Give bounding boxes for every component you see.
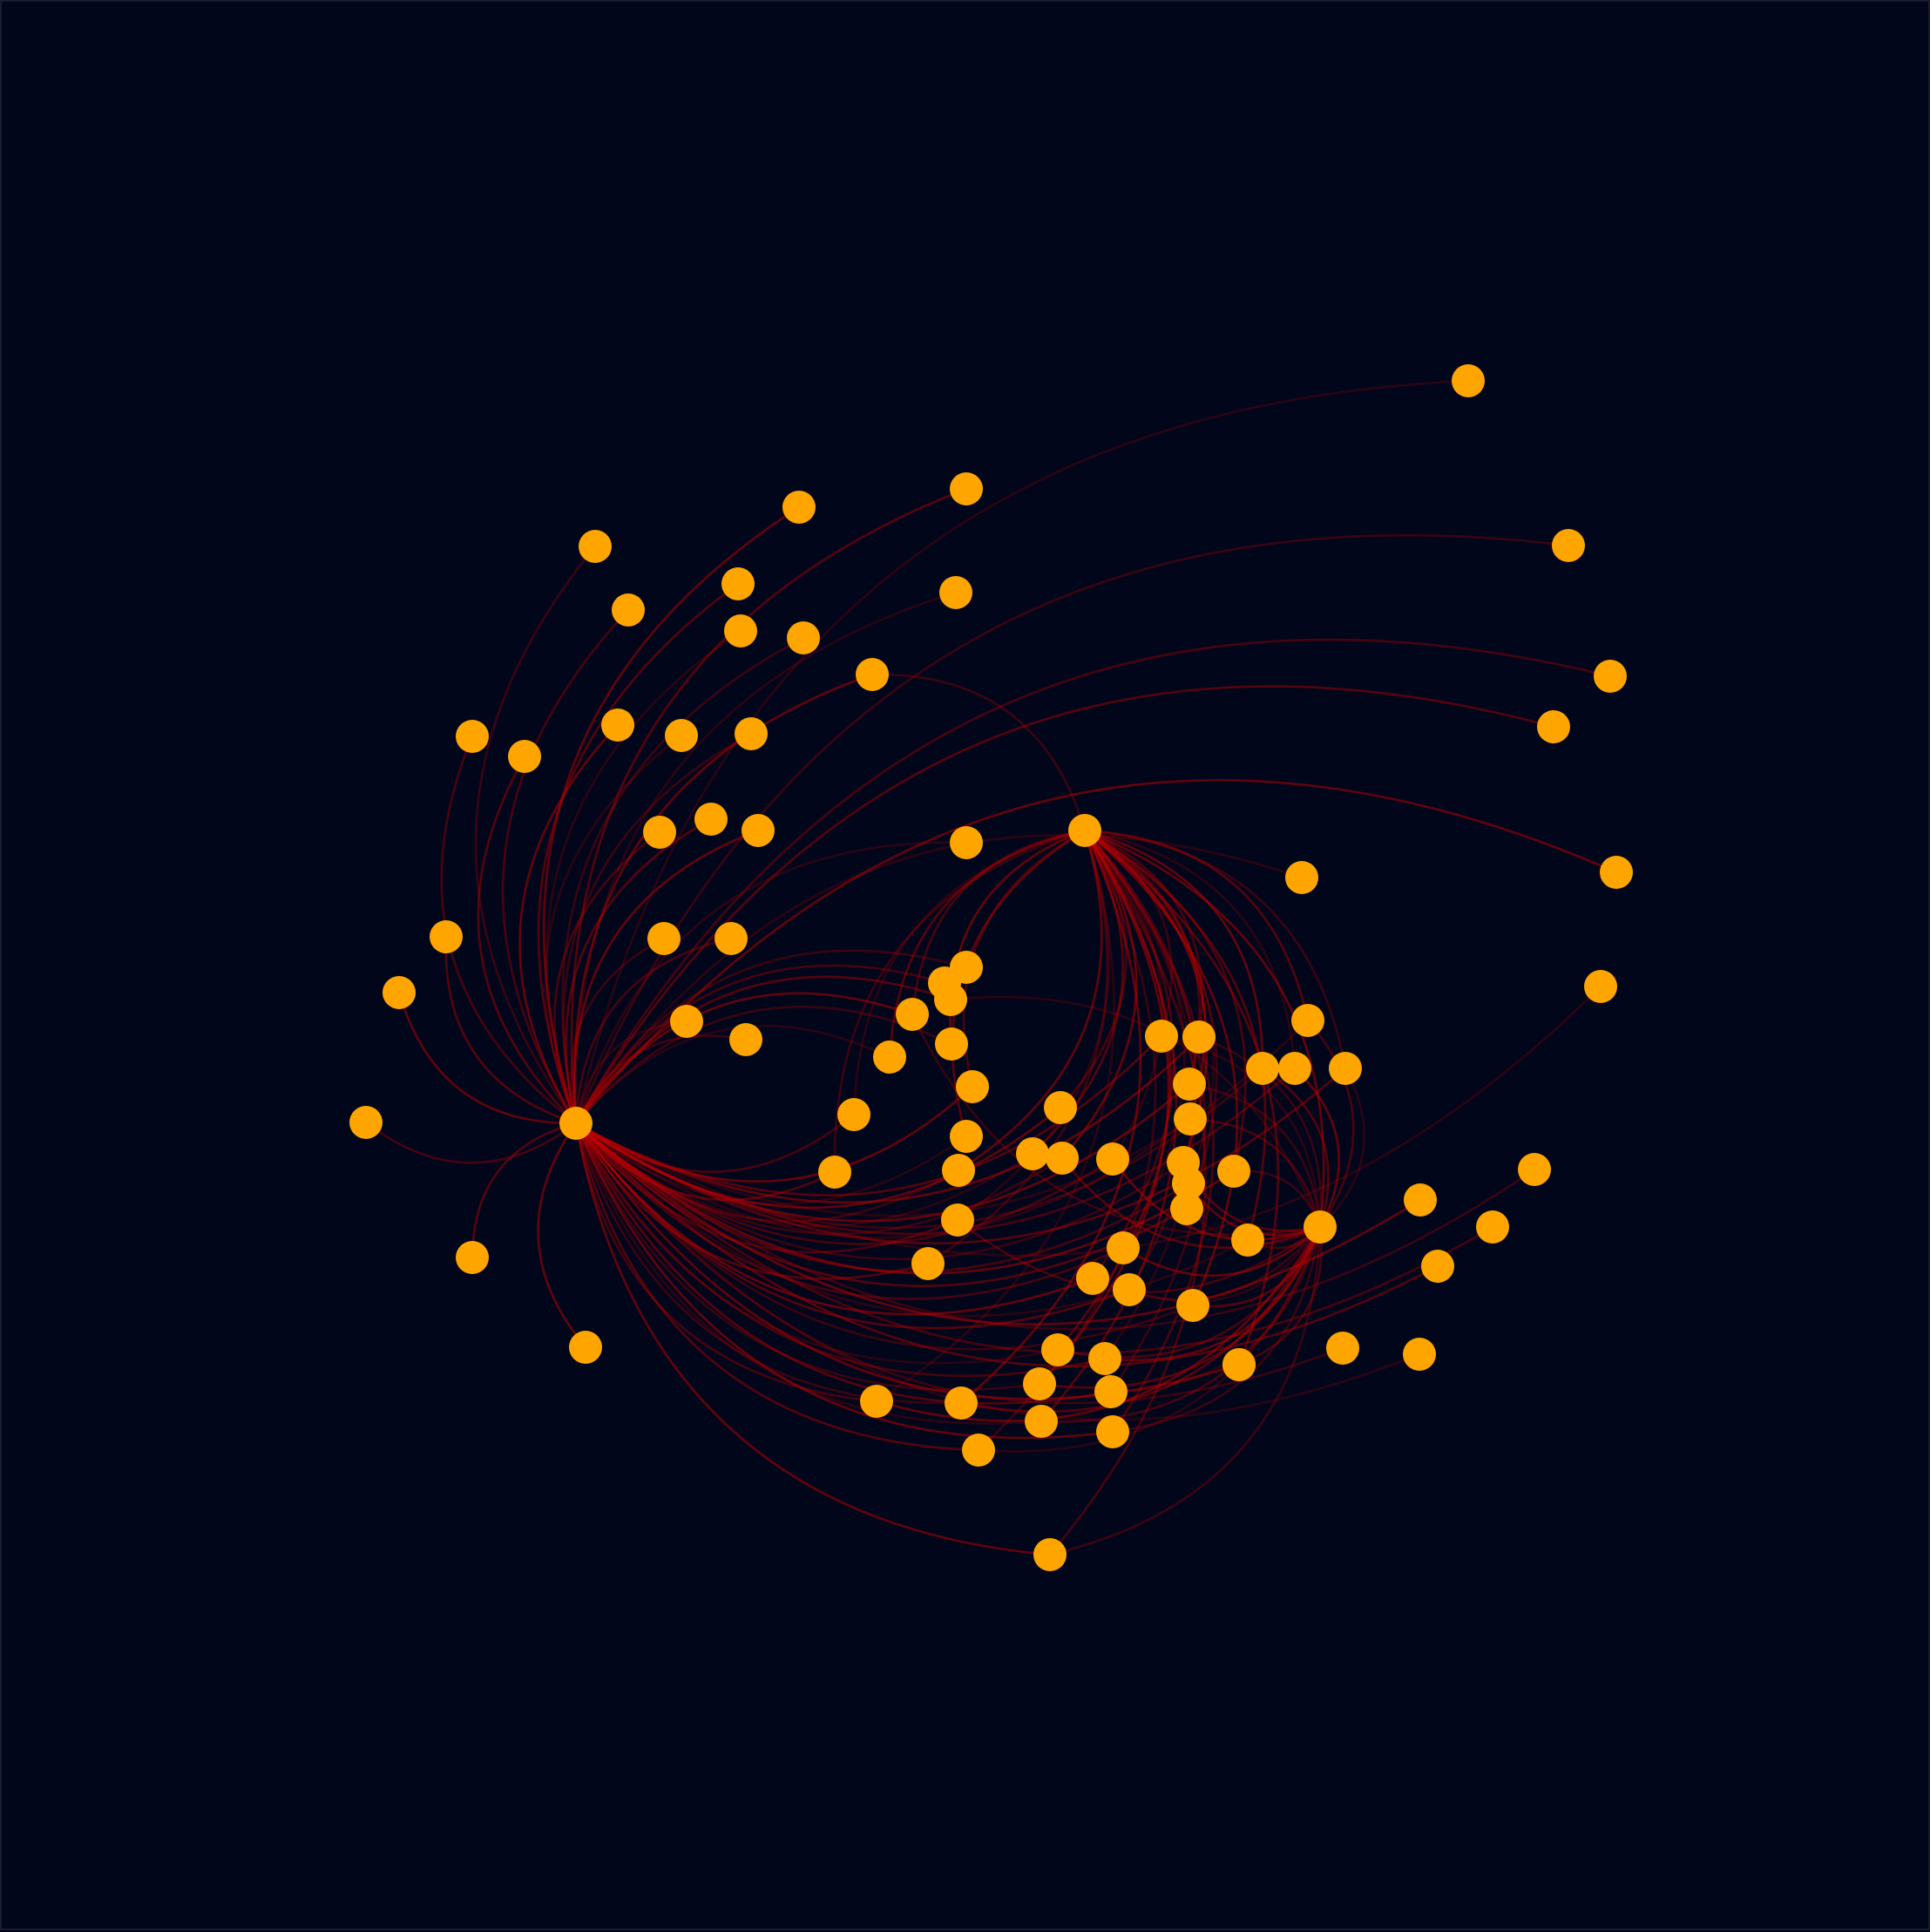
node-n16 <box>939 576 972 609</box>
edge-A-n38 <box>366 1122 576 1163</box>
edge-B-n47 <box>951 830 1085 1044</box>
node-n3 <box>1594 660 1627 693</box>
node-n41 <box>1285 861 1318 894</box>
node-n25 <box>601 708 634 742</box>
edge-A-n40 <box>538 1123 586 1347</box>
node-n53 <box>941 1203 974 1237</box>
node-n18 <box>612 593 645 627</box>
node-n11 <box>1403 1338 1436 1371</box>
node-n31 <box>950 826 983 859</box>
node-n40 <box>569 1331 602 1364</box>
node-n81 <box>1025 1405 1058 1438</box>
edge-A-n39 <box>472 1123 576 1257</box>
node-n60 <box>1182 1020 1216 1054</box>
node-n35 <box>383 976 416 1009</box>
node-n6 <box>1584 970 1617 1003</box>
node-n50 <box>956 1070 989 1103</box>
node-n49 <box>818 1156 851 1189</box>
node-n74 <box>1113 1273 1146 1306</box>
node-n39 <box>456 1241 489 1274</box>
node-n83 <box>860 1385 893 1418</box>
edge-A-n42 <box>576 951 966 1123</box>
node-n27 <box>735 717 768 750</box>
node-n55 <box>1044 1091 1077 1124</box>
edge-B-n50 <box>964 830 1085 1087</box>
node-n2 <box>1552 529 1585 562</box>
node-n21 <box>724 614 757 647</box>
node-n77 <box>1023 1367 1056 1400</box>
node-n12 <box>1326 1332 1359 1365</box>
node-n57 <box>1046 1142 1079 1175</box>
node-n54 <box>911 1247 945 1280</box>
node-n17 <box>579 530 612 563</box>
hub-node-C <box>1304 1210 1337 1244</box>
node-n69 <box>1170 1192 1203 1225</box>
node-n78 <box>1088 1342 1121 1375</box>
node-n85 <box>1033 1538 1067 1571</box>
node-n14 <box>950 472 983 505</box>
node-n29 <box>694 803 728 836</box>
node-n37 <box>729 1023 762 1056</box>
node-n65 <box>1173 1068 1206 1101</box>
node-n84 <box>962 1434 995 1467</box>
node-n80 <box>1096 1415 1129 1448</box>
hub-node-A <box>559 1107 593 1140</box>
node-n48 <box>837 1098 870 1131</box>
node-n47 <box>935 1027 968 1061</box>
node-n5 <box>1600 856 1633 889</box>
node-n59 <box>1145 1020 1178 1053</box>
node-n22 <box>787 621 820 654</box>
edge-layer <box>366 381 1616 1555</box>
node-n56 <box>1016 1137 1049 1170</box>
node-n7 <box>1518 1153 1551 1186</box>
node-n33 <box>714 922 748 955</box>
hub-node-B <box>1068 814 1101 847</box>
node-n82 <box>945 1386 978 1420</box>
node-n10 <box>1404 1183 1437 1217</box>
node-n73 <box>1107 1231 1140 1264</box>
node-n70 <box>1217 1155 1250 1188</box>
node-n58 <box>1096 1142 1129 1176</box>
node-n15 <box>782 491 816 524</box>
node-n63 <box>1278 1052 1311 1085</box>
node-n32 <box>647 922 681 955</box>
node-n76 <box>1041 1333 1074 1366</box>
node-n36 <box>670 1005 703 1038</box>
node-n23 <box>456 720 489 753</box>
node-layer <box>349 364 1633 1571</box>
node-n34 <box>430 920 463 953</box>
node-n19 <box>721 567 755 600</box>
node-n79 <box>1094 1375 1128 1408</box>
node-n28 <box>643 816 676 849</box>
node-n66 <box>1174 1102 1207 1135</box>
node-n20 <box>856 658 889 691</box>
node-n72 <box>1176 1289 1209 1322</box>
node-n46 <box>873 1041 906 1074</box>
edge-A-n1 <box>576 381 1468 1123</box>
edge-B-n20 <box>872 675 1085 830</box>
edge-B-n81 <box>1041 830 1176 1421</box>
node-n64 <box>1329 1052 1362 1085</box>
node-n4 <box>1537 710 1570 743</box>
node-n9 <box>1421 1250 1454 1283</box>
node-n86 <box>1222 1348 1256 1381</box>
node-n61 <box>1291 1004 1324 1037</box>
node-n30 <box>742 814 775 847</box>
node-n51 <box>950 1120 983 1153</box>
node-n38 <box>349 1106 383 1139</box>
node-n45 <box>896 998 929 1031</box>
node-n8 <box>1476 1210 1509 1244</box>
node-n1 <box>1452 364 1485 397</box>
node-n52 <box>942 1154 975 1187</box>
node-n62 <box>1246 1052 1279 1085</box>
node-n44 <box>934 983 967 1016</box>
node-n24 <box>508 740 541 773</box>
node-n75 <box>1076 1262 1109 1295</box>
node-n26 <box>665 719 698 752</box>
node-n71 <box>1231 1224 1264 1257</box>
